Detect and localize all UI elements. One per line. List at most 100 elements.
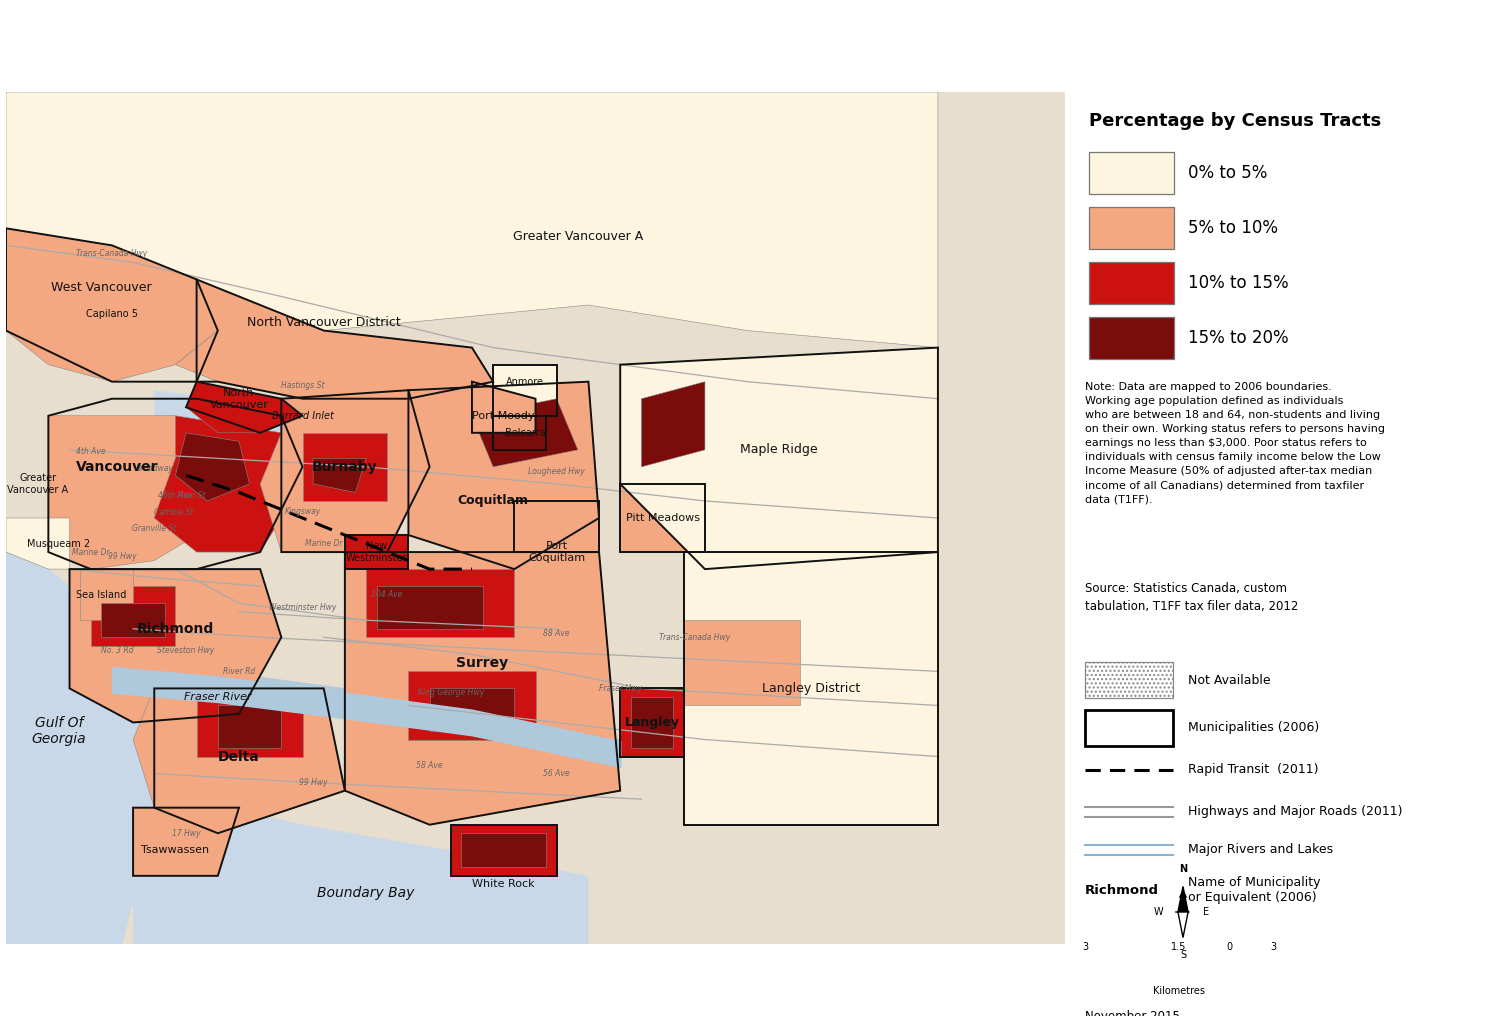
Polygon shape: [6, 552, 165, 944]
Text: Surrey: Surrey: [456, 656, 509, 670]
Text: Highways and Major Roads (2011): Highways and Major Roads (2011): [1188, 806, 1402, 819]
Text: Not Available: Not Available: [1188, 674, 1270, 687]
Text: Trans-Canada Hwy: Trans-Canada Hwy: [76, 249, 147, 258]
Text: Note: Data are mapped to 2006 boundaries.
Working age population defined as indi: Note: Data are mapped to 2006 boundaries…: [1084, 382, 1384, 504]
Text: W: W: [1154, 907, 1162, 917]
Polygon shape: [6, 229, 217, 382]
Text: Richmond: Richmond: [1084, 884, 1160, 896]
Polygon shape: [345, 552, 620, 825]
Text: Municipalities (2006): Municipalities (2006): [1188, 721, 1320, 735]
Text: 4th Ave: 4th Ave: [76, 447, 105, 456]
Polygon shape: [186, 382, 303, 433]
Polygon shape: [462, 833, 546, 868]
Polygon shape: [620, 689, 684, 757]
Polygon shape: [176, 279, 494, 398]
Bar: [1084, 662, 1173, 698]
Text: Broadway: Broadway: [135, 464, 172, 473]
Text: Gulf Of
Georgia: Gulf Of Georgia: [32, 716, 87, 746]
Text: Burnaby: Burnaby: [312, 460, 378, 473]
Text: Capilano 5: Capilano 5: [86, 309, 138, 319]
Polygon shape: [134, 808, 238, 876]
Polygon shape: [1178, 912, 1188, 938]
Text: N: N: [1179, 864, 1186, 874]
Text: Vancouver: Vancouver: [76, 460, 159, 473]
Polygon shape: [1178, 886, 1188, 912]
Text: Boundary Bay: Boundary Bay: [318, 886, 414, 900]
Polygon shape: [154, 390, 494, 458]
Text: E: E: [1203, 907, 1209, 917]
Polygon shape: [632, 697, 674, 748]
Polygon shape: [196, 697, 303, 757]
Text: 56 Ave: 56 Ave: [543, 769, 570, 778]
Bar: [1132, 962, 1179, 976]
Text: 99 Hwy: 99 Hwy: [298, 777, 327, 786]
Polygon shape: [494, 416, 546, 450]
Text: Coquitlam: Coquitlam: [458, 495, 528, 507]
Text: Steveston Hwy: Steveston Hwy: [158, 645, 214, 654]
Polygon shape: [69, 569, 282, 722]
Text: 0% to 5%: 0% to 5%: [1188, 164, 1268, 182]
Text: Major Rivers and Lakes: Major Rivers and Lakes: [1188, 843, 1334, 856]
Text: King George Hwy: King George Hwy: [417, 688, 484, 697]
Text: Marine Dr: Marine Dr: [304, 539, 342, 548]
Text: 104 Ave: 104 Ave: [372, 590, 404, 599]
Text: Richmond: Richmond: [136, 622, 214, 636]
Text: 46th Ave: 46th Ave: [158, 492, 192, 500]
Polygon shape: [642, 382, 705, 467]
Text: Granville St: Granville St: [132, 523, 177, 532]
Polygon shape: [408, 672, 536, 740]
Text: 10% to 15%: 10% to 15%: [1188, 274, 1288, 292]
Polygon shape: [217, 705, 282, 748]
Text: Hastings St: Hastings St: [280, 381, 324, 390]
Text: Greater Vancouver A: Greater Vancouver A: [513, 231, 644, 244]
Polygon shape: [452, 825, 556, 876]
Text: Port
Coquitlam: Port Coquitlam: [528, 542, 585, 563]
Text: 1.5: 1.5: [1172, 942, 1186, 952]
Polygon shape: [376, 586, 483, 629]
Polygon shape: [429, 689, 514, 731]
Text: Source:: Source:: [18, 974, 102, 992]
Polygon shape: [134, 689, 345, 833]
Polygon shape: [80, 569, 134, 620]
Polygon shape: [620, 484, 705, 552]
Text: Marine Dr: Marine Dr: [72, 548, 110, 557]
Text: 88 Ave: 88 Ave: [543, 629, 570, 637]
Polygon shape: [684, 552, 938, 825]
Bar: [1089, 262, 1174, 304]
Polygon shape: [684, 620, 801, 705]
Text: Fraser River: Fraser River: [184, 692, 252, 702]
Polygon shape: [134, 800, 588, 944]
Text: Rapid Transit  (2011): Rapid Transit (2011): [1188, 763, 1318, 776]
Polygon shape: [102, 604, 165, 637]
Polygon shape: [303, 433, 387, 501]
Text: Musqueam 2: Musqueam 2: [27, 538, 90, 549]
Text: Pitt Meadows: Pitt Meadows: [626, 513, 699, 523]
Text: North
Vancouver: North Vancouver: [210, 388, 268, 409]
Polygon shape: [154, 416, 303, 552]
Text: 15% to 20%: 15% to 20%: [1188, 329, 1288, 347]
Text: New
Westminster: New Westminster: [346, 542, 408, 563]
Text: Cambie St: Cambie St: [153, 508, 194, 517]
Text: Westminster Hwy: Westminster Hwy: [268, 602, 336, 612]
Polygon shape: [514, 501, 598, 552]
Polygon shape: [494, 365, 556, 416]
Text: 3: 3: [1270, 942, 1276, 952]
Text: Langley District: Langley District: [762, 682, 859, 695]
Text: Maple Ridge: Maple Ridge: [741, 443, 818, 456]
Text: White Rock: White Rock: [472, 880, 536, 889]
Text: Belcarra: Belcarra: [504, 428, 546, 438]
Polygon shape: [366, 569, 514, 637]
Text: Fraser Hwy: Fraser Hwy: [598, 684, 642, 693]
Bar: [1084, 710, 1173, 746]
Text: Working poverty rate by neighbourhood, Metro Vancouver, 2012.: Working poverty rate by neighbourhood, M…: [18, 28, 1137, 58]
Text: West Vancouver: West Vancouver: [51, 281, 152, 295]
Bar: [1179, 962, 1225, 976]
Text: Source: Statistics Canada, custom
tabulation, T1FF tax filer data, 2012: Source: Statistics Canada, custom tabula…: [1084, 582, 1299, 613]
Text: Canadian Centre for Policy Alternatives: policyalternatives.ca/van-working-pover: Canadian Centre for Policy Alternatives:…: [513, 974, 1264, 992]
Text: Anmore: Anmore: [506, 377, 544, 387]
Text: Greater
Vancouver A: Greater Vancouver A: [8, 473, 69, 495]
Polygon shape: [48, 416, 217, 569]
Text: Lougheed Hwy: Lougheed Hwy: [528, 466, 585, 475]
Text: Port Moody: Port Moody: [472, 410, 536, 421]
Text: 99 Hwy: 99 Hwy: [108, 552, 136, 561]
